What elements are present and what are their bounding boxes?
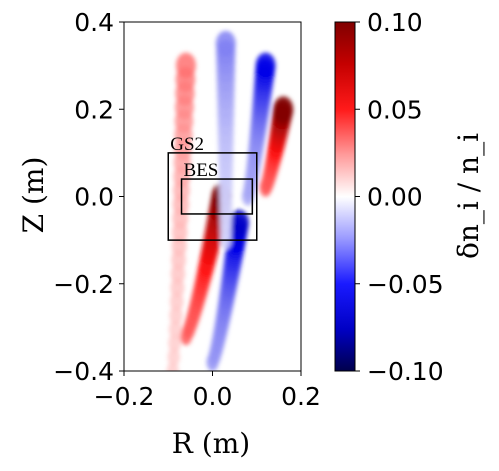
field-sample (168, 333, 181, 353)
colorbar-tick-label: 0.10 (367, 8, 423, 37)
colorbar-ticks: 0.10 0.05 0.00 −0.05 −0.10 (355, 8, 444, 386)
colorbar-label: δn_i / n_i (452, 133, 485, 259)
colorbar-tick-label: −0.10 (367, 357, 444, 386)
x-tick-label: −0.2 (94, 382, 155, 411)
y-tick-label: 0.2 (74, 95, 114, 124)
colorbar-gradient (334, 21, 356, 372)
colorbar-tick-label: 0.00 (367, 183, 423, 212)
field-sample (168, 319, 182, 339)
colorbar-tick-label: −0.05 (367, 270, 444, 299)
region-label-gs2: GS2 (170, 134, 204, 155)
x-axis-label: R (m) (172, 427, 250, 460)
x-axis: −0.2 0.0 0.2 (94, 371, 321, 411)
region-label-bes: BES (184, 160, 219, 181)
region-box-bes (180, 178, 254, 215)
field-sample (175, 52, 196, 79)
field-sample (229, 209, 250, 236)
y-tick-label: −0.2 (53, 270, 114, 299)
field-structure (259, 96, 294, 197)
y-tick-label: 0.0 (74, 183, 114, 212)
field-structure (215, 30, 236, 250)
x-tick-label: 0.2 (281, 382, 321, 411)
field-sample (167, 347, 180, 367)
y-tick-label: 0.4 (74, 8, 114, 37)
field-sample (255, 52, 276, 79)
colorbar: 0.10 0.05 0.00 −0.05 −0.10 δn_i / n_i (334, 8, 485, 386)
x-tick-label: 0.0 (193, 382, 233, 411)
y-axis-label: Z (m) (17, 157, 50, 234)
field-sample (273, 96, 294, 123)
plot-area: GS2 BES (123, 21, 302, 372)
measurement-regions: GS2 BES (167, 134, 258, 241)
colorbar-tick-label: 0.05 (367, 95, 423, 124)
y-tick-label: −0.4 (53, 357, 114, 386)
field-structure (206, 209, 250, 371)
field-sample (215, 30, 236, 57)
y-axis: 0.4 0.2 0.0 −0.2 −0.4 (53, 8, 124, 386)
field-structure (166, 52, 196, 371)
region-box-gs2 (167, 152, 258, 241)
